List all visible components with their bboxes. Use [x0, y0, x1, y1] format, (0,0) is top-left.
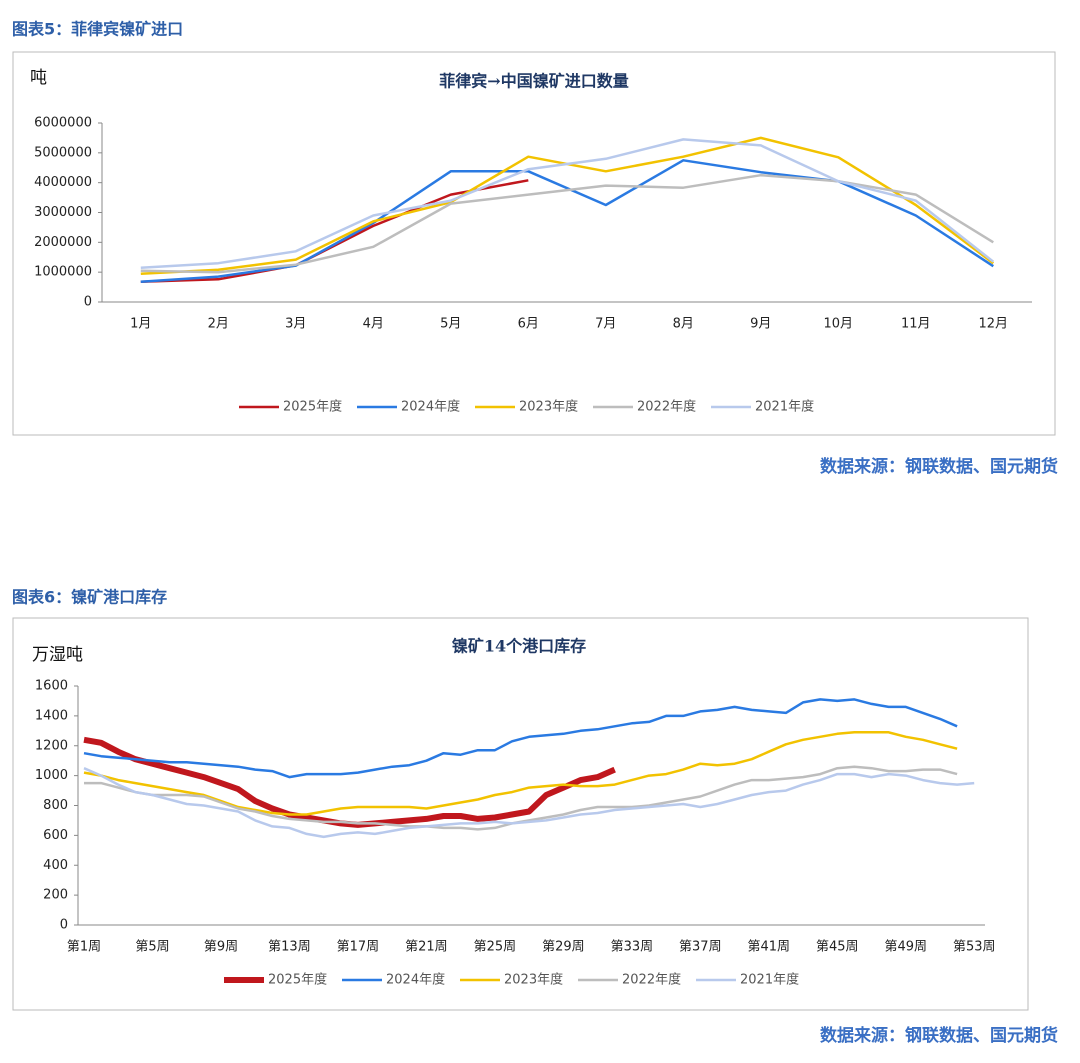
- y-tick-label: 2000000: [34, 235, 92, 250]
- x-tick-label: 第49周: [884, 940, 927, 955]
- x-tick-label: 2月: [208, 317, 229, 332]
- series-line: [83, 767, 975, 839]
- y-axis-label: 万湿吨: [32, 645, 83, 665]
- x-tick-label: 6月: [518, 317, 539, 332]
- y-tick-label: 6000000: [34, 116, 92, 131]
- source-note: 数据来源：钢联数据、国元期货: [820, 456, 1058, 477]
- series-line: [83, 731, 958, 816]
- legend-label: 2023年度: [519, 399, 578, 415]
- x-tick-label: 5月: [440, 317, 461, 332]
- x-tick-label: 第1周: [67, 940, 101, 955]
- series-line: [140, 179, 529, 283]
- y-tick-label: 0: [60, 918, 68, 933]
- y-tick-label: 600: [43, 828, 68, 843]
- y-tick-label: 1600: [35, 679, 68, 694]
- series-line: [140, 159, 994, 283]
- x-tick-label: 第41周: [748, 940, 791, 955]
- legend-label: 2024年度: [401, 399, 460, 415]
- y-tick-label: 3000000: [34, 205, 92, 220]
- x-tick-label: 9月: [750, 317, 771, 332]
- legend-label: 2024年度: [386, 972, 445, 988]
- x-tick-label: 第5周: [135, 940, 169, 955]
- series-line: [83, 698, 958, 779]
- legend-label: 2025年度: [268, 972, 327, 988]
- x-tick-label: 10月: [823, 317, 853, 332]
- x-tick-label: 12月: [978, 317, 1008, 332]
- figure-caption: 图表5：菲律宾镍矿进口: [12, 20, 183, 39]
- chart-frame: [12, 51, 1056, 436]
- x-tick-label: 第29周: [542, 940, 585, 955]
- legend-label: 2025年度: [283, 399, 342, 415]
- y-axis-label: 吨: [30, 68, 47, 88]
- x-tick-label: 第45周: [816, 940, 859, 955]
- y-tick-label: 200: [43, 888, 68, 903]
- x-tick-label: 第21周: [405, 940, 448, 955]
- x-tick-label: 3月: [285, 317, 306, 332]
- y-tick-label: 800: [43, 798, 68, 813]
- x-tick-label: 第13周: [268, 940, 311, 955]
- legend-label: 2022年度: [622, 972, 681, 988]
- x-tick-label: 8月: [673, 317, 694, 332]
- y-tick-label: 1400: [35, 708, 68, 723]
- x-tick-label: 第37周: [679, 940, 722, 955]
- x-tick-label: 第33周: [611, 940, 654, 955]
- x-tick-label: 7月: [595, 317, 616, 332]
- y-tick-label: 1000000: [34, 265, 92, 280]
- source-note: 数据来源：钢联数据、国元期货: [820, 1025, 1058, 1046]
- x-tick-label: 1月: [130, 317, 151, 332]
- y-tick-label: 400: [43, 858, 68, 873]
- series-line: [140, 136, 995, 275]
- y-tick-label: 1000: [35, 768, 68, 783]
- chart-frame: [12, 617, 1029, 1011]
- legend-label: 2023年度: [504, 972, 563, 988]
- series-line: [140, 138, 995, 269]
- legend-label: 2022年度: [637, 399, 696, 415]
- chart-title: 镍矿14个港口库存: [452, 637, 586, 656]
- y-tick-label: 0: [84, 295, 92, 310]
- legend-label: 2021年度: [740, 972, 799, 988]
- x-tick-label: 第53周: [953, 940, 996, 955]
- legend-label: 2021年度: [755, 399, 814, 415]
- x-tick-label: 第25周: [474, 940, 517, 955]
- figure-caption: 图表6：镍矿港口库存: [12, 588, 167, 607]
- x-tick-label: 第9周: [204, 940, 238, 955]
- y-tick-label: 4000000: [34, 175, 92, 190]
- x-tick-label: 11月: [901, 317, 931, 332]
- x-tick-label: 4月: [363, 317, 384, 332]
- chart-title: 菲律宾→中国镍矿进口数量: [439, 72, 628, 91]
- series-line: [140, 173, 994, 274]
- y-tick-label: 5000000: [34, 145, 92, 160]
- series-line: [83, 736, 616, 828]
- x-tick-label: 第17周: [337, 940, 380, 955]
- y-tick-label: 1200: [35, 738, 68, 753]
